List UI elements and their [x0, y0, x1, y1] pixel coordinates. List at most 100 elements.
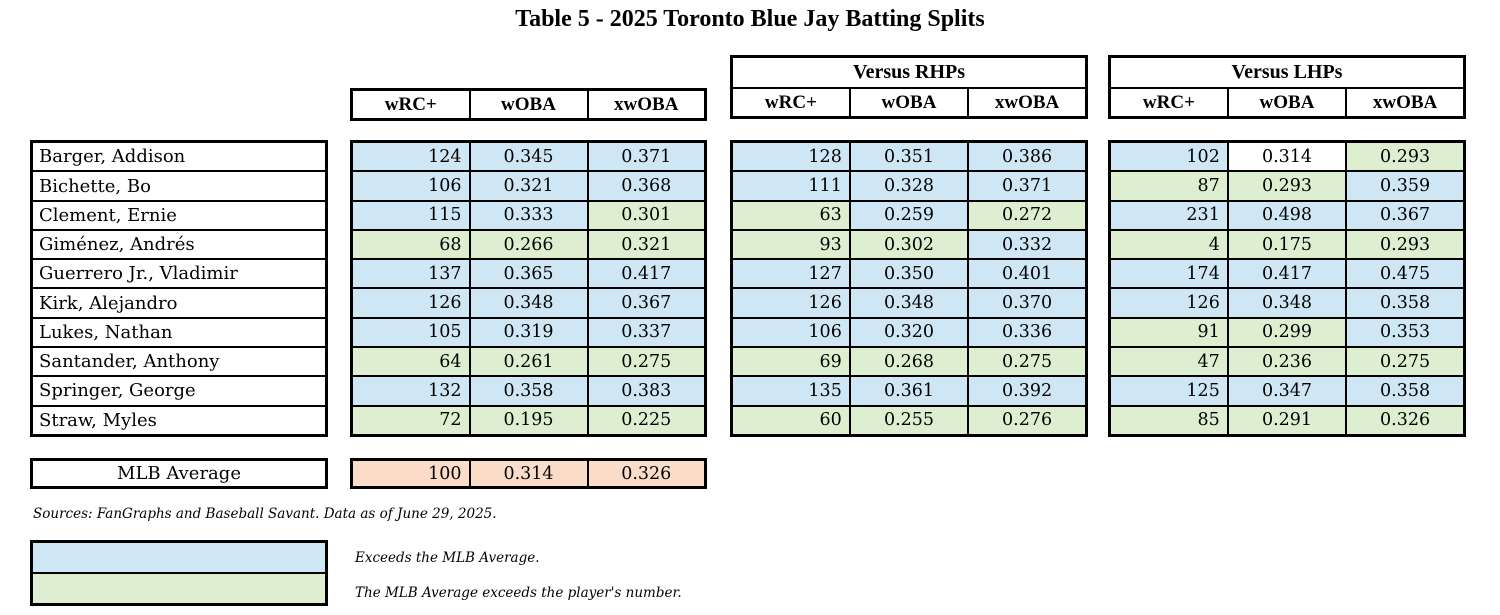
stat-cell-overall: 0.345 — [468, 140, 589, 173]
stat-cell-lhp: 0.293 — [1226, 170, 1348, 202]
player-name-cell: Lukes, Nathan — [30, 316, 328, 349]
stat-cell-rhp: 0.386 — [967, 140, 1088, 173]
player-name-cell: Bichette, Bo — [30, 170, 328, 202]
stat-cell-overall: 115 — [350, 199, 471, 231]
stat-cell-rhp: 0.268 — [848, 346, 970, 378]
stat-cell-overall: 0.301 — [586, 199, 707, 231]
stat-cell-overall: 0.371 — [586, 140, 707, 173]
stat-cell-lhp: 0.358 — [1345, 287, 1466, 319]
stat-cell-lhp: 0.236 — [1226, 346, 1348, 378]
stat-cell-overall: 137 — [350, 258, 471, 290]
stat-cell-overall: 0.266 — [468, 228, 589, 261]
stat-cell-rhp: 69 — [730, 346, 851, 378]
stat-cell-lhp: 174 — [1108, 258, 1229, 290]
versus-lhp-title: Versus LHPs — [1108, 55, 1466, 89]
stat-cell-rhp: 0.370 — [967, 287, 1088, 319]
stat-cell-rhp: 63 — [730, 199, 851, 231]
stat-cell-lhp: 47 — [1108, 346, 1229, 378]
lhp-col-header-wrc: wRC+ — [1108, 87, 1229, 119]
overall-col-header-xwoba: xwOBA — [586, 88, 707, 121]
stat-cell-lhp: 87 — [1108, 170, 1229, 202]
stat-row: 106 0.321 0.368 — [350, 170, 707, 202]
mlb-average-table: 100 0.314 0.326 — [350, 458, 707, 489]
stat-cell-overall: 0.367 — [586, 287, 707, 319]
stat-cell-overall: 0.368 — [586, 170, 707, 202]
stat-row: 124 0.345 0.371 — [350, 140, 707, 173]
mlb-average-cell: 0.314 — [468, 458, 589, 489]
stat-row: 231 0.498 0.367 — [1108, 199, 1466, 231]
player-name-cell: Kirk, Alejandro — [30, 287, 328, 319]
stat-row: 60 0.255 0.276 — [730, 404, 1088, 437]
player-row: Springer, George — [30, 375, 328, 407]
stat-cell-overall: 64 — [350, 346, 471, 378]
stat-cell-overall: 0.321 — [468, 170, 589, 202]
stat-cell-overall: 0.275 — [586, 346, 707, 378]
stat-cell-lhp: 125 — [1108, 375, 1229, 407]
stat-cell-lhp: 85 — [1108, 404, 1229, 437]
stat-cell-rhp: 126 — [730, 287, 851, 319]
stat-row: 106 0.320 0.336 — [730, 316, 1088, 349]
stat-row: 47 0.236 0.275 — [1108, 346, 1466, 378]
stat-cell-lhp: 231 — [1108, 199, 1229, 231]
stat-cell-overall: 0.348 — [468, 287, 589, 319]
stat-cell-rhp: 0.371 — [967, 170, 1088, 202]
stat-cell-lhp: 102 — [1108, 140, 1229, 173]
stat-cell-overall: 0.321 — [586, 228, 707, 261]
stat-cell-lhp: 4 — [1108, 228, 1229, 261]
stat-cell-lhp: 0.175 — [1226, 228, 1348, 261]
stat-row: 126 0.348 0.370 — [730, 287, 1088, 319]
stat-row: 102 0.314 0.293 — [1108, 140, 1466, 173]
stat-row: 128 0.351 0.386 — [730, 140, 1088, 173]
lhp-data-table: 102 0.314 0.293 87 0.293 0.359 231 0.498 0.367 4 0… — [1108, 140, 1466, 437]
stat-cell-lhp: 0.314 — [1226, 140, 1348, 173]
stat-cell-lhp: 0.326 — [1345, 404, 1466, 437]
stat-row: 174 0.417 0.475 — [1108, 258, 1466, 290]
versus-lhp-header: Versus LHPs wRC+ wOBA xwOBA — [1108, 55, 1466, 119]
stat-cell-lhp: 0.347 — [1226, 375, 1348, 407]
stat-cell-lhp: 0.299 — [1226, 316, 1348, 349]
stat-cell-overall: 72 — [350, 404, 471, 437]
stat-row: 68 0.266 0.321 — [350, 228, 707, 261]
stat-row: 111 0.328 0.371 — [730, 170, 1088, 202]
stat-cell-overall: 126 — [350, 287, 471, 319]
stat-cell-lhp: 0.348 — [1226, 287, 1348, 319]
lhp-col-header-woba: wOBA — [1226, 87, 1348, 119]
stat-cell-rhp: 135 — [730, 375, 851, 407]
stat-row: 132 0.358 0.383 — [350, 375, 707, 407]
stat-cell-rhp: 111 — [730, 170, 851, 202]
player-row: Straw, Myles — [30, 404, 328, 437]
sources-note: Sources: FanGraphs and Baseball Savant. … — [33, 506, 497, 522]
stat-cell-lhp: 0.293 — [1345, 140, 1466, 173]
stat-cell-lhp: 0.417 — [1226, 258, 1348, 290]
stat-cell-overall: 0.358 — [468, 375, 589, 407]
stat-cell-lhp: 0.275 — [1345, 346, 1466, 378]
stat-cell-overall: 0.337 — [586, 316, 707, 349]
player-name-cell: Springer, George — [30, 375, 328, 407]
stat-cell-overall: 124 — [350, 140, 471, 173]
legend-swatch-green — [30, 572, 328, 606]
page-title: Table 5 - 2025 Toronto Blue Jay Batting … — [515, 6, 985, 32]
stat-row: 135 0.361 0.392 — [730, 375, 1088, 407]
stat-cell-lhp: 0.291 — [1226, 404, 1348, 437]
player-row: Clement, Ernie — [30, 199, 328, 231]
stat-cell-lhp: 0.293 — [1345, 228, 1466, 261]
stat-cell-overall: 106 — [350, 170, 471, 202]
stat-cell-rhp: 0.348 — [848, 287, 970, 319]
rhp-col-header-woba: wOBA — [848, 87, 970, 119]
player-name-cell: Straw, Myles — [30, 404, 328, 437]
stat-cell-lhp: 0.358 — [1345, 375, 1466, 407]
stat-row: 115 0.333 0.301 — [350, 199, 707, 231]
stat-cell-overall: 0.417 — [586, 258, 707, 290]
stat-cell-rhp: 93 — [730, 228, 851, 261]
rhp-col-header-xwoba: xwOBA — [967, 87, 1088, 119]
stat-cell-rhp: 0.392 — [967, 375, 1088, 407]
stat-row: 63 0.259 0.272 — [730, 199, 1088, 231]
stat-cell-lhp: 0.353 — [1345, 316, 1466, 349]
stat-row: 125 0.347 0.358 — [1108, 375, 1466, 407]
stat-cell-rhp: 0.275 — [967, 346, 1088, 378]
stat-cell-overall: 68 — [350, 228, 471, 261]
player-name-cell: Clement, Ernie — [30, 199, 328, 231]
stat-cell-lhp: 91 — [1108, 316, 1229, 349]
stat-cell-rhp: 0.332 — [967, 228, 1088, 261]
